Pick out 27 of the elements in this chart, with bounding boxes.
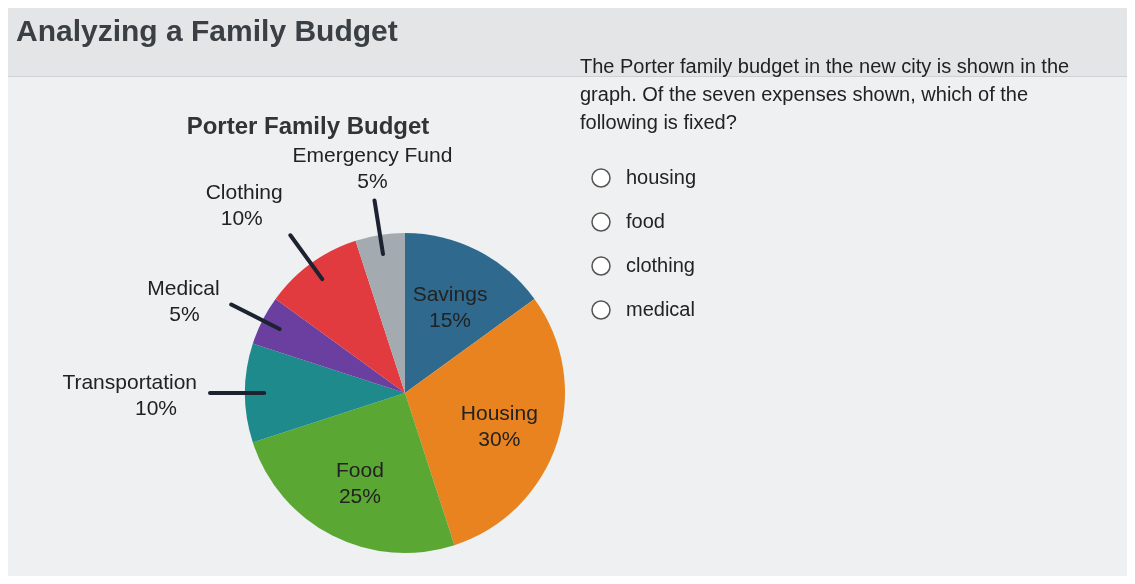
data-label: 10% [134, 396, 177, 419]
slice-label: Housing [460, 400, 538, 424]
text: medical [626, 298, 695, 321]
pie-slice [405, 233, 535, 393]
data-label: 5% [169, 301, 200, 325]
text: food [626, 210, 665, 233]
pie-slice [245, 343, 405, 443]
data-label: 30% [478, 426, 521, 450]
text: Analyzing a Family Budget [16, 14, 398, 48]
data-label: 25% [338, 484, 381, 508]
slice-label: Medical [147, 275, 220, 299]
pie-slice [275, 240, 405, 393]
slice-label: Savings [412, 281, 488, 305]
pie-slice [252, 298, 405, 393]
text: The Porter family budget in the new city is shown in the graph. Of the seven expenses shown, which of the following is fixed? [580, 54, 1071, 135]
slice-label: Clothing [205, 179, 283, 203]
pie-slice [252, 393, 455, 553]
pie-slice [355, 233, 405, 393]
slice-label: Transportation [62, 370, 197, 393]
text: clothing [626, 254, 695, 277]
slice-label: Emergency Fund [292, 142, 453, 166]
data-label: 15% [429, 307, 472, 331]
text: housing [626, 166, 697, 189]
data-label: 5% [357, 168, 388, 192]
data-label: 10% [220, 205, 263, 229]
slice-label: Food [336, 458, 384, 482]
chart-title: Porter Family Budget [186, 112, 430, 139]
